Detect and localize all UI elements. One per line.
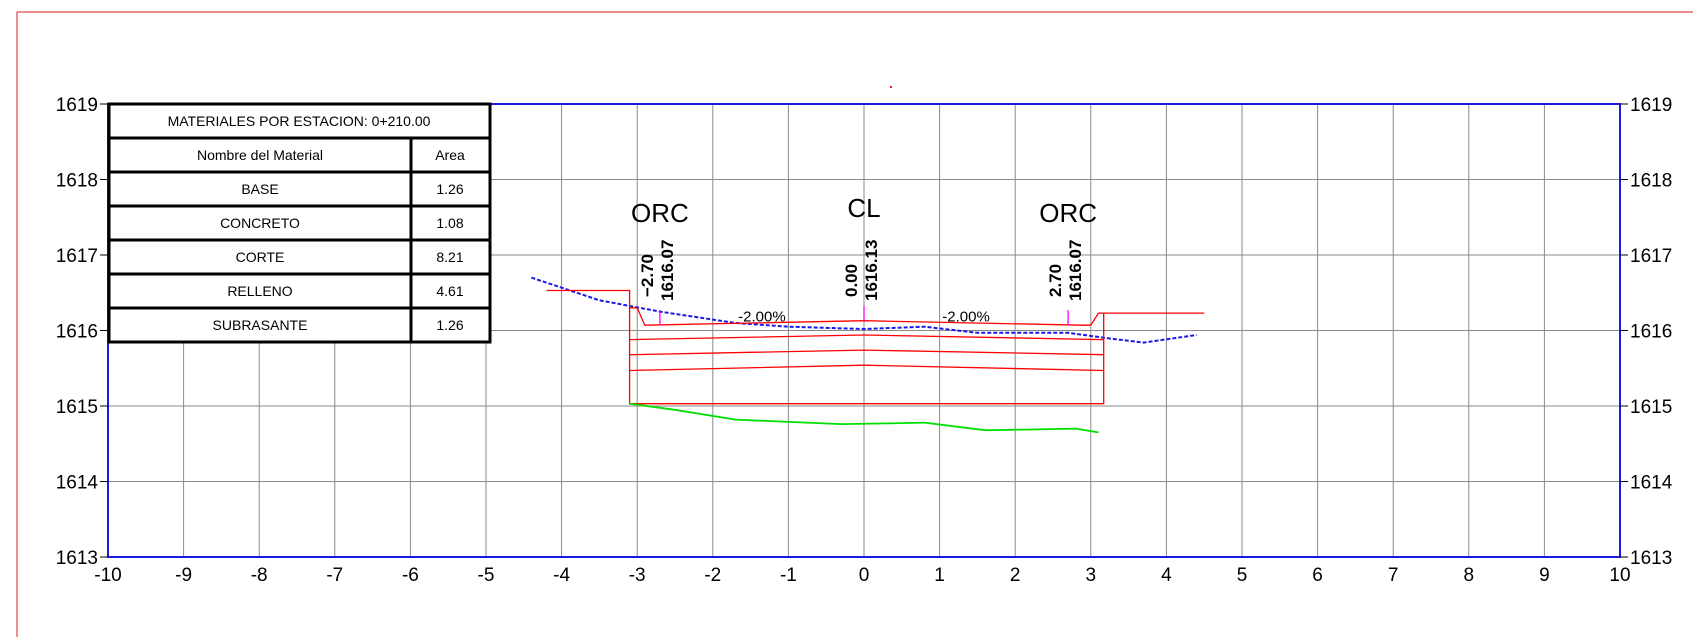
- row-material: CONCRETO: [220, 215, 300, 231]
- x-tick-label: -2: [704, 565, 721, 586]
- y-tick-label-left: 1619: [56, 95, 98, 116]
- x-tick-label: 0: [859, 565, 870, 586]
- elevation-label: 1616.13: [862, 240, 881, 301]
- y-tick-label-left: 1617: [56, 246, 98, 267]
- y-tick-label-right: 1619: [1630, 95, 1672, 116]
- x-tick-label: -8: [251, 565, 268, 586]
- y-tick-label-right: 1617: [1630, 246, 1672, 267]
- series-line: [531, 276, 1197, 344]
- x-tick-label: 8: [1464, 565, 1475, 586]
- x-tick-label: -5: [478, 565, 495, 586]
- row-material: SUBRASANTE: [213, 317, 308, 333]
- offset-label: 0.00: [842, 264, 861, 297]
- y-tick-label-left: 1614: [56, 473, 99, 494]
- y-tick-label-right: 1614: [1630, 473, 1673, 494]
- x-tick-label: 4: [1161, 565, 1172, 586]
- x-tick-label: -10: [94, 565, 121, 586]
- row-material: RELLENO: [227, 283, 292, 299]
- slope-label: -2.00%: [942, 308, 990, 325]
- materials-table-title: MATERIALES POR ESTACION: 0+210.00: [168, 113, 431, 129]
- x-tick-label: 2: [1010, 565, 1021, 586]
- point-name-label: ORC: [1039, 198, 1097, 228]
- series-line: [628, 307, 1105, 405]
- series-line: [546, 289, 1205, 326]
- x-tick-label: -3: [629, 565, 646, 586]
- row-area: 4.61: [436, 283, 463, 299]
- slope-label: -2.00%: [738, 308, 786, 325]
- row-area: 8.21: [436, 249, 463, 265]
- y-tick-label-right: 1618: [1630, 171, 1672, 192]
- header-material: Nombre del Material: [197, 147, 323, 163]
- row-material: CORTE: [236, 249, 285, 265]
- x-tick-label: 9: [1539, 565, 1550, 586]
- x-tick-label: -9: [175, 565, 192, 586]
- y-tick-label-left: 1618: [56, 171, 98, 192]
- materials-table: MATERIALES POR ESTACION: 0+210.00 Nombre…: [107, 102, 492, 344]
- offset-label: −2.70: [638, 254, 657, 297]
- row-area: 1.08: [436, 215, 463, 231]
- x-tick-label: 10: [1609, 565, 1630, 586]
- series-line: [629, 334, 1104, 341]
- offset-label: 2.70: [1046, 264, 1065, 297]
- sheet-marker: [890, 86, 892, 88]
- y-axis-ticks: 1613 1613 1614 1614 1615 1615 1616 1616 1617 1617…: [56, 95, 1673, 569]
- x-tick-label: -4: [553, 565, 570, 586]
- x-tick-label: 7: [1388, 565, 1399, 586]
- x-axis-ticks: -10 -9 -8 -7 -6 -5 -4 -3 -2 -1 0 1 2 3 4 5 6 7 8 9 10: [94, 565, 1630, 586]
- y-tick-label-left: 1616: [56, 322, 98, 343]
- x-tick-label: -7: [326, 565, 343, 586]
- profile-lines: [531, 276, 1205, 434]
- x-tick-label: 3: [1086, 565, 1097, 586]
- series-line: [629, 364, 1104, 372]
- series-line: [629, 349, 1104, 356]
- y-tick-label-right: 1615: [1630, 397, 1672, 418]
- x-tick-label: 6: [1312, 565, 1323, 586]
- y-tick-label-right: 1616: [1630, 322, 1672, 343]
- x-tick-label: 1: [934, 565, 945, 586]
- x-tick-label: -1: [780, 565, 797, 586]
- point-name-label: ORC: [631, 198, 689, 228]
- x-tick-label: 5: [1237, 565, 1248, 586]
- row-material: BASE: [241, 181, 278, 197]
- y-tick-label-left: 1613: [56, 548, 98, 569]
- series-line: [629, 402, 1099, 434]
- row-area: 1.26: [436, 181, 463, 197]
- y-tick-label-left: 1615: [56, 397, 98, 418]
- sheet-border: [16, 11, 1693, 637]
- elevation-label: 1616.07: [1066, 240, 1085, 301]
- x-tick-label: -6: [402, 565, 419, 586]
- row-area: 1.26: [436, 317, 463, 333]
- elevation-label: 1616.07: [658, 240, 677, 301]
- point-name-label: CL: [847, 193, 880, 223]
- y-tick-label-right: 1613: [1630, 548, 1672, 569]
- header-area: Area: [435, 147, 465, 163]
